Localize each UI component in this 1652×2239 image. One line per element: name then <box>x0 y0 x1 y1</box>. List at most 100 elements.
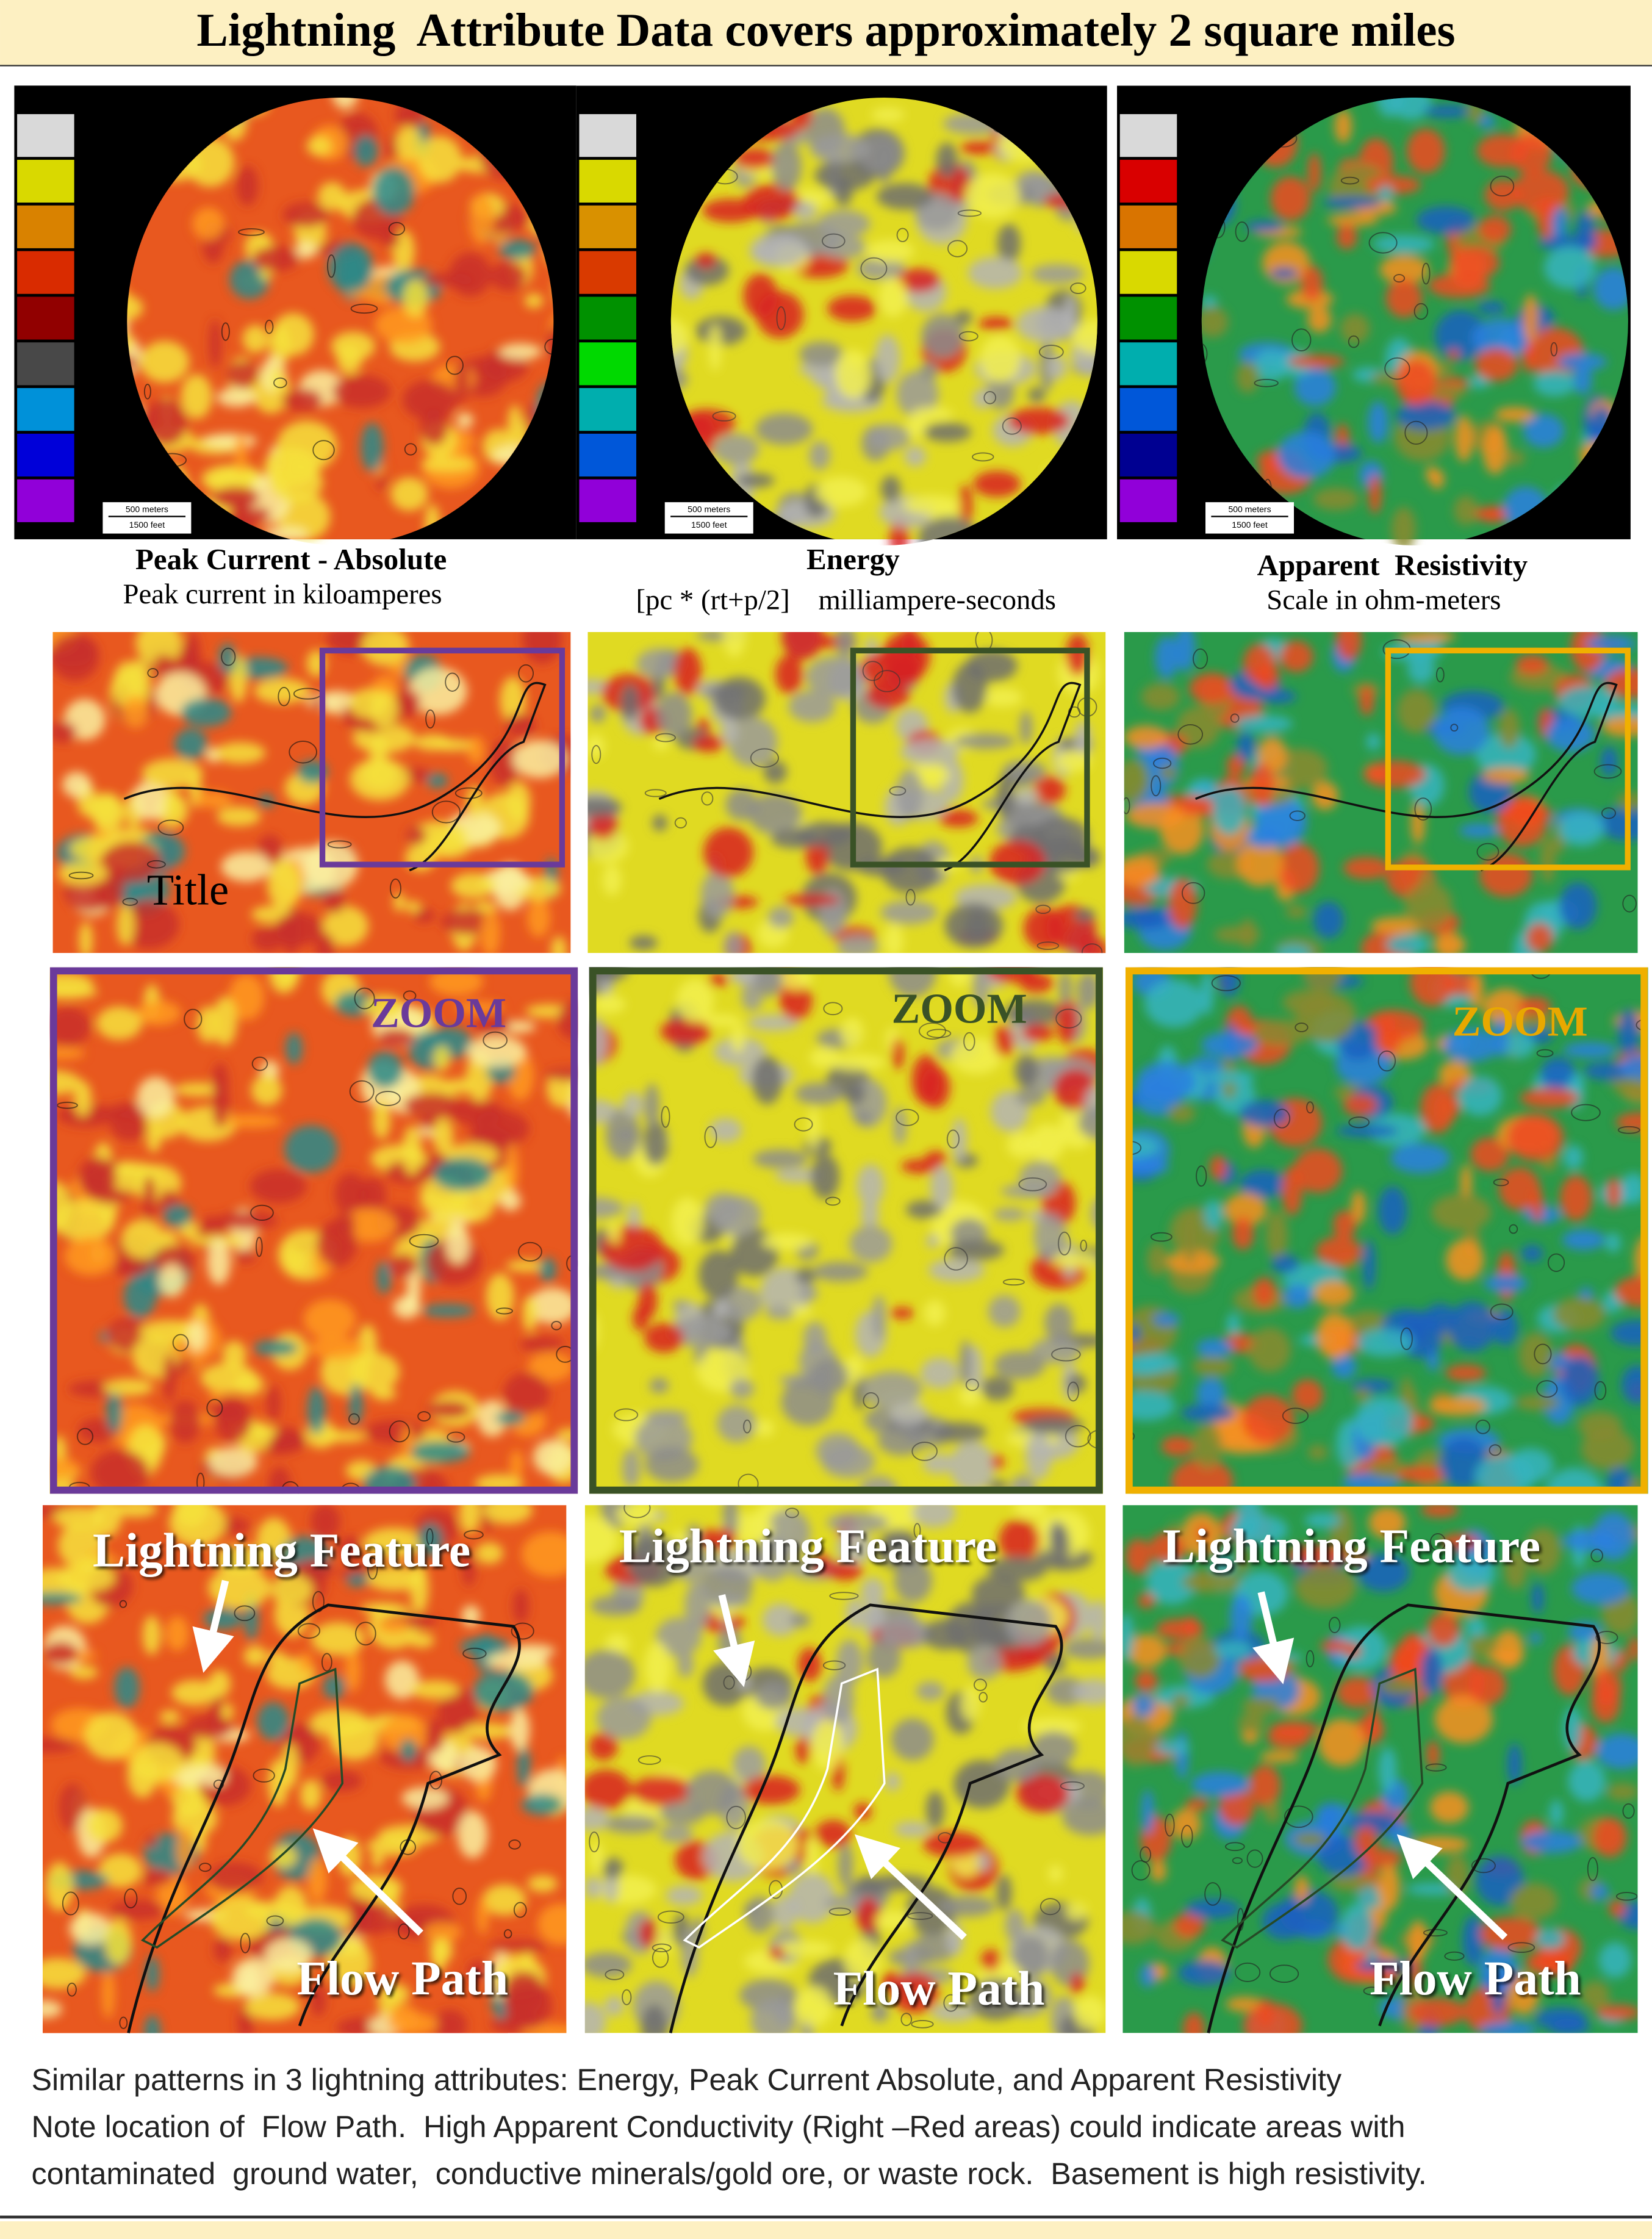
map-blob <box>426 773 448 788</box>
map-blob <box>841 1018 863 1048</box>
map-blob <box>1237 732 1255 761</box>
map-blob <box>117 905 134 946</box>
map-blob <box>361 627 409 666</box>
map-blob <box>142 1869 172 1886</box>
map-blob <box>944 903 1003 948</box>
map-blob <box>1430 470 1444 489</box>
map-blob <box>79 1157 117 1197</box>
map-panel <box>567 611 1109 970</box>
map-blob <box>925 1151 947 1165</box>
map-blob <box>317 1220 357 1267</box>
caption-line: Note location of Flow Path. High Apparen… <box>31 2109 1405 2144</box>
map-blob <box>938 1896 996 1917</box>
map-blob <box>1396 1466 1446 1482</box>
map-blob <box>580 1769 631 1809</box>
map-blob <box>884 924 903 958</box>
map-blob <box>714 677 766 721</box>
map-blob <box>1327 214 1379 226</box>
map-blob <box>372 1387 397 1400</box>
map-blob <box>1140 1964 1156 1988</box>
map-blob <box>1568 1761 1605 1802</box>
map-blob <box>1260 1751 1299 1763</box>
map-blob <box>903 495 961 514</box>
map-blob <box>1257 1999 1274 2027</box>
map-blob <box>1411 1836 1470 1853</box>
map-blob <box>65 1237 117 1276</box>
map-blob <box>1378 1186 1407 1234</box>
map-blob <box>421 456 474 472</box>
map-blob <box>1210 1155 1227 1180</box>
map-blob <box>1386 279 1423 318</box>
feature-label: Lightning Feature <box>93 1524 470 1578</box>
map-blob <box>165 1616 189 1651</box>
map-blob <box>505 714 536 737</box>
map-blob <box>209 1670 231 1697</box>
map-blob <box>674 648 702 695</box>
map-blob <box>1242 1395 1295 1444</box>
map-blob <box>1454 495 1478 525</box>
map-blob <box>163 1354 176 1401</box>
map-blob <box>318 182 347 210</box>
map-panel <box>560 946 1124 1508</box>
map-blob <box>1044 1304 1073 1342</box>
legend-swatch <box>17 388 74 431</box>
map-blob <box>1510 1883 1558 1919</box>
legend-swatch <box>1120 251 1177 294</box>
map-blob <box>323 1675 345 1699</box>
map-blob <box>806 1837 818 1878</box>
scale-bar-label: 1500 feet <box>691 520 727 530</box>
map-surface <box>567 611 1109 970</box>
map-blob <box>446 1223 470 1264</box>
map-blob <box>1285 905 1307 918</box>
map-blob <box>930 1422 987 1442</box>
map-blob <box>1242 1697 1280 1716</box>
map-blob <box>783 894 840 906</box>
map-blob <box>1390 1143 1450 1173</box>
map-blob <box>510 1708 530 1751</box>
map-blob <box>513 1589 529 1623</box>
map-blob <box>1279 641 1313 672</box>
map-blob <box>835 350 871 398</box>
map-blob <box>481 910 500 957</box>
map-blob <box>1161 1436 1194 1457</box>
map-blob <box>304 1299 356 1340</box>
map-blob <box>1482 426 1507 475</box>
map-blob <box>672 1198 703 1246</box>
map-blob <box>1618 1009 1640 1055</box>
map-blob <box>709 1595 751 1607</box>
map-blob <box>1591 1883 1609 1900</box>
legend-swatch <box>17 342 74 385</box>
map-blob <box>212 486 260 508</box>
map-blob <box>708 973 728 987</box>
map-blob <box>1277 431 1336 478</box>
map-blob <box>105 1919 132 1965</box>
map-blob <box>881 475 901 502</box>
map-blob <box>877 1425 925 1456</box>
map-blob <box>882 847 939 893</box>
map-blob <box>1191 1772 1249 1797</box>
map-blob <box>423 273 474 287</box>
map-blob <box>1366 733 1381 750</box>
map-blob <box>769 1947 785 1960</box>
map-blob <box>1264 1801 1280 1823</box>
legend-swatch <box>17 206 74 248</box>
map-blob <box>622 1092 644 1118</box>
map-blob <box>1487 1651 1524 1663</box>
map-blob <box>709 325 721 372</box>
map-blob <box>174 728 207 760</box>
map-blob <box>591 1595 641 1615</box>
map-blob <box>1171 1694 1190 1708</box>
map-blob <box>143 1615 161 1655</box>
map-blob <box>401 1425 413 1458</box>
map-blob <box>370 691 398 729</box>
zoom-label: ZOOM <box>371 990 506 1037</box>
legend-swatch <box>1120 434 1177 476</box>
map-blob <box>1388 1824 1411 1845</box>
map-blob <box>361 423 384 472</box>
map-blob <box>1355 1396 1413 1447</box>
map-blob <box>703 827 753 877</box>
map-blob <box>1559 882 1597 929</box>
map-blob <box>282 389 323 412</box>
panel-subtitle: Scale in ohm-meters <box>1266 584 1501 616</box>
map-blob <box>500 1191 521 1211</box>
